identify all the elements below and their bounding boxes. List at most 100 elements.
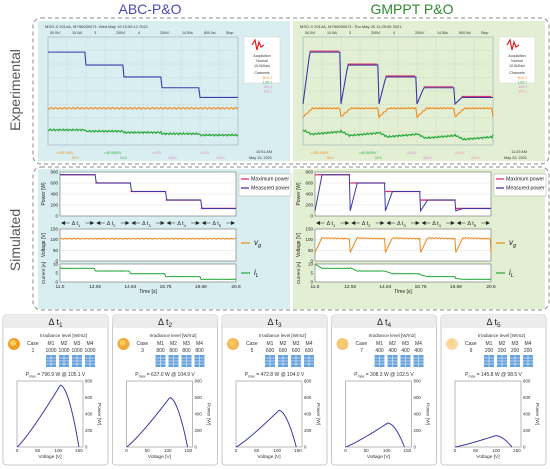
case-module-M1: M1 xyxy=(486,341,493,347)
row-label-simulated: Simulated xyxy=(7,209,23,271)
sim-time-tick: 14.84 xyxy=(124,284,136,290)
case-irr-4: 600 xyxy=(305,348,314,354)
label-main: Δ t xyxy=(362,221,369,227)
sim-interval-bg xyxy=(104,219,121,227)
pv-xtick: 0 xyxy=(16,448,19,453)
sim-time-tick: 12.92 xyxy=(344,284,356,290)
pv-ylabel: Power [W] xyxy=(425,403,431,425)
scope-scale-1: 10.0A/ xyxy=(327,31,337,35)
sim-current-tick: 0 xyxy=(310,280,313,285)
sim-legend-box xyxy=(238,173,292,197)
label-main: Δ t xyxy=(377,317,388,327)
sim-voltage-tick: 0 xyxy=(55,259,58,264)
label-main: Δ t xyxy=(72,221,79,227)
case-card-2: Δ t2 Irradiance level [W/m2]Case M1 M2 M3 M4 3… xyxy=(112,314,218,466)
pv-ytick: 200 xyxy=(523,428,531,433)
sim-voltage-axis-label: Voltage [V] xyxy=(41,232,47,257)
sim-interval-arrowhead xyxy=(421,221,455,225)
label-sub: 3 xyxy=(278,322,282,329)
scope-ch-1: 1.00:1 xyxy=(263,81,273,85)
scope-trace-current xyxy=(302,129,494,141)
label-main: Δ t xyxy=(487,317,498,327)
scope-bottom-field-1: =40.0000V xyxy=(104,151,122,155)
case-irr-4: 1000 xyxy=(84,348,95,354)
sim-interval-bg xyxy=(175,219,192,227)
case-module-M2: M2 xyxy=(280,341,287,347)
scope-bottom-field2-1: 10.0 xyxy=(120,156,127,160)
label-main: v xyxy=(254,238,259,247)
scope-trace-voltage xyxy=(47,106,239,110)
pmax-value: = 145.8 W @ 98.5 V xyxy=(475,372,522,378)
case-card-title-bg xyxy=(112,315,218,328)
case-irr-4: 400 xyxy=(414,348,423,354)
case-irr-3: 200 xyxy=(511,348,520,354)
pv-ytick: 600 xyxy=(85,395,93,400)
sim-time-tick: 12.92 xyxy=(89,284,101,290)
sim-current-axis-label: Current [A] xyxy=(41,262,46,284)
label-sub: 5 xyxy=(474,223,477,228)
label-main: Δ t xyxy=(212,221,219,227)
case-irr-3: 1000 xyxy=(71,348,82,354)
pmax-value: = 796.9 W @ 105.1 V xyxy=(36,372,86,378)
case-card-title: Δ t1 xyxy=(49,317,64,329)
pv-xtick: 100 xyxy=(492,448,500,453)
case-module-M3: M3 xyxy=(74,341,81,347)
case-module-M4: M4 xyxy=(87,341,94,347)
scope-bottom-field-0: =100.000V xyxy=(311,151,329,155)
scope-ch-1: 1.00:1 xyxy=(518,81,528,85)
sim-interval-bg xyxy=(69,219,86,227)
sim-power-tick: 800 xyxy=(305,170,313,175)
scope-scale-4: 4 xyxy=(393,31,395,35)
sim-legend-meas: Measured power xyxy=(506,186,545,192)
sun-icon-highlight xyxy=(10,340,16,346)
scope-panel-right: MSO-X 2014A, MY56030071: Thu May 20 11:2… xyxy=(293,21,545,161)
label-sub: L xyxy=(511,273,514,279)
scope-bottom-field-2: =0.0V xyxy=(407,151,417,155)
sim-voltage-axes xyxy=(59,228,237,262)
label-main: Δ t xyxy=(268,317,279,327)
sim-interval-arrowhead xyxy=(166,221,200,225)
scope-scale-1: 10.0A/ xyxy=(72,31,82,35)
pv-ytick: 0 xyxy=(85,445,88,450)
sim-voltage-line xyxy=(59,237,237,240)
label-sub: 5 xyxy=(219,223,222,228)
scope-rate: 10.0kSa/s xyxy=(254,64,270,68)
sim-voltage-tick: 100 xyxy=(50,237,58,242)
label-sub: L xyxy=(256,273,259,279)
case-irr-2: 800 xyxy=(169,348,178,354)
scope-time: 10:51 AM xyxy=(256,150,272,154)
sim-voltage-tick: 50 xyxy=(53,248,59,253)
sim-legend-max: Maximum power xyxy=(251,177,289,183)
case-module-M4: M4 xyxy=(415,341,422,347)
label-main: Δ t xyxy=(432,221,439,227)
sim-power-tick: 600 xyxy=(50,181,58,186)
case-irr-1: 600 xyxy=(266,348,275,354)
case-card-title: Δ t5 xyxy=(487,317,502,329)
pv-xtick: 150 xyxy=(513,448,521,453)
case-header: Case xyxy=(246,341,258,347)
label-sub: 2 xyxy=(368,223,370,228)
pmax-value: = 637.0 W @ 104.9 V xyxy=(145,372,195,378)
sim-time-tick: 18.68 xyxy=(195,284,207,290)
sim-interval-1: Δ t1 xyxy=(327,221,336,228)
sim-power-tick: 0 xyxy=(55,214,58,219)
label-sub: 3 xyxy=(148,223,151,228)
sim-interval-bg xyxy=(210,219,227,227)
case-module-M2: M2 xyxy=(499,341,506,347)
scope-side-panel xyxy=(498,36,536,84)
scope-scale-8: Stop xyxy=(226,31,233,35)
pv-xtick: 150 xyxy=(75,448,83,453)
pv-xtick: 100 xyxy=(273,448,281,453)
sim-current-tick: 5 xyxy=(55,271,58,276)
label-sub: 5 xyxy=(497,322,501,329)
pv-curve-line xyxy=(126,397,189,448)
sim-interval-4: Δ t4 xyxy=(432,221,441,228)
row-label-experimental: Experimental xyxy=(7,49,23,131)
case-header: Case xyxy=(137,341,149,347)
pv-ytick: 200 xyxy=(195,428,203,433)
pv-curve-axes xyxy=(454,380,522,448)
scope-bottom-field2-0: 50.0 xyxy=(327,156,334,160)
sim-power-tick: 200 xyxy=(305,203,313,208)
pv-ytick: 800 xyxy=(523,379,531,384)
